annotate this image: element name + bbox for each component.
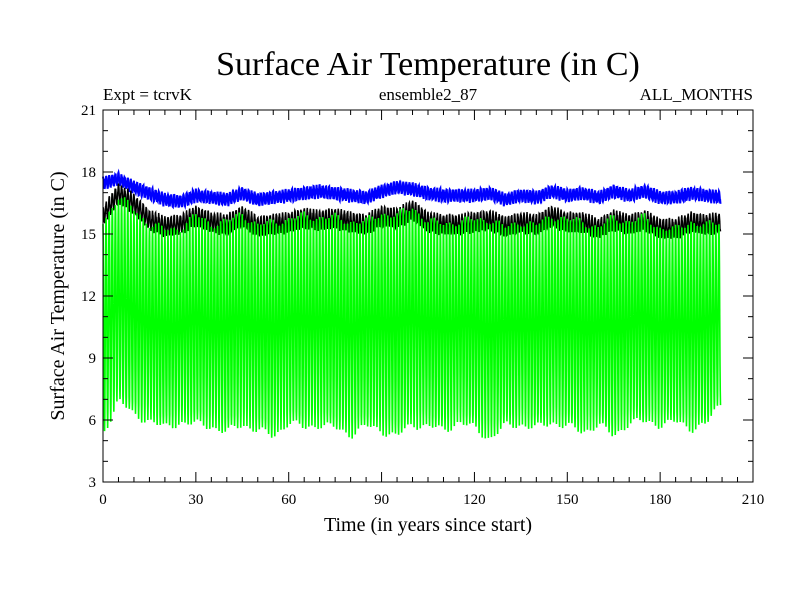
series-green-line xyxy=(102,197,722,439)
subtitle-months: ALL_MONTHS xyxy=(640,85,753,104)
chart-title: Surface Air Temperature (in C) xyxy=(216,46,640,83)
x-tick-label: 120 xyxy=(463,492,486,508)
subtitle-ensemble: ensemble2_87 xyxy=(379,85,478,104)
x-tick-label: 180 xyxy=(649,492,672,508)
plot-area xyxy=(102,168,722,439)
y-tick-label: 18 xyxy=(81,165,96,181)
x-tick-label: 90 xyxy=(374,492,389,508)
y-tick-label: 9 xyxy=(89,351,97,367)
y-tick-label: 6 xyxy=(89,413,97,429)
axis-ticks: 0 30 60 90 120 150 180 210 3 6 9 12 15 18 21 xyxy=(81,103,764,508)
x-tick-label: 0 xyxy=(99,492,107,508)
x-tick-label: 30 xyxy=(188,492,203,508)
y-axis-label: Surface Air Temperature (in C) xyxy=(47,171,69,420)
y-tick-label: 15 xyxy=(81,227,96,243)
x-tick-label: 210 xyxy=(742,492,765,508)
y-tick-label: 21 xyxy=(81,103,96,119)
y-tick-label: 3 xyxy=(89,475,97,491)
series-blue-line xyxy=(102,168,722,211)
x-axis-label: Time (in years since start) xyxy=(324,514,532,536)
subtitle-expt: Expt = tcrvK xyxy=(103,85,193,104)
x-tick-label: 60 xyxy=(281,492,296,508)
x-tick-label: 150 xyxy=(556,492,579,508)
y-tick-label: 12 xyxy=(81,289,96,305)
